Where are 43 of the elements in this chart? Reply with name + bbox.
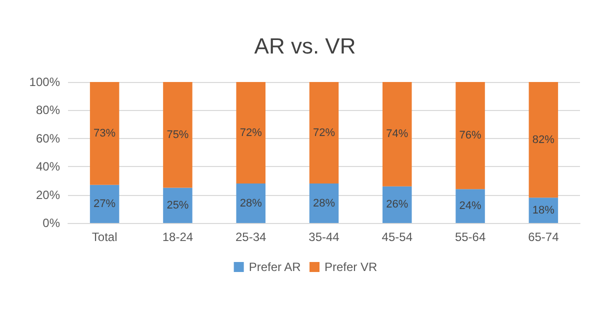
chart-title: AR vs. VR	[254, 34, 356, 58]
y-tick-label: 60%	[36, 131, 60, 146]
x-tick-label: 18-24	[162, 230, 194, 244]
bar	[163, 188, 192, 223]
x-tick-label: 25-34	[236, 230, 267, 244]
data-label: 74%	[386, 128, 408, 140]
bar	[528, 82, 558, 198]
x-tick-label: 55-64	[454, 230, 486, 244]
bar	[309, 184, 339, 223]
y-tick-label: 40%	[36, 160, 60, 174]
x-tick-label: 65-74	[528, 230, 560, 244]
bar	[382, 82, 412, 186]
y-tick-label: 20%	[36, 188, 60, 202]
x-tick-label: 35-44	[308, 230, 340, 244]
data-label: 26%	[386, 198, 408, 211]
data-label: 27%	[94, 198, 116, 210]
data-label: 25%	[166, 199, 189, 212]
data-label: 28%	[240, 197, 262, 210]
data-label: 72%	[312, 126, 336, 139]
bar	[456, 189, 485, 223]
y-tick-label: 0%	[42, 216, 60, 230]
bar	[236, 184, 266, 223]
data-label: 75%	[166, 128, 189, 141]
x-tick-label: 45-54	[382, 230, 413, 244]
x-tick-label: Total	[92, 230, 118, 244]
data-label: 82%	[532, 134, 555, 146]
data-label: 72%	[240, 126, 262, 139]
bar	[90, 82, 120, 185]
legend-label: Prefer AR	[248, 260, 302, 274]
y-tick-label: 100%	[29, 75, 60, 89]
bar	[163, 82, 192, 188]
legend-label: Prefer VR	[324, 260, 378, 274]
data-label: 24%	[459, 200, 482, 212]
data-label: 18%	[532, 204, 555, 216]
data-label: 76%	[459, 130, 482, 142]
data-label: 73%	[94, 127, 116, 140]
data-label: 28%	[312, 197, 336, 210]
bar	[90, 184, 120, 223]
bar	[382, 186, 412, 223]
bar	[236, 82, 266, 184]
bar	[456, 82, 485, 190]
bar	[309, 82, 339, 184]
y-tick-label: 80%	[36, 103, 60, 118]
